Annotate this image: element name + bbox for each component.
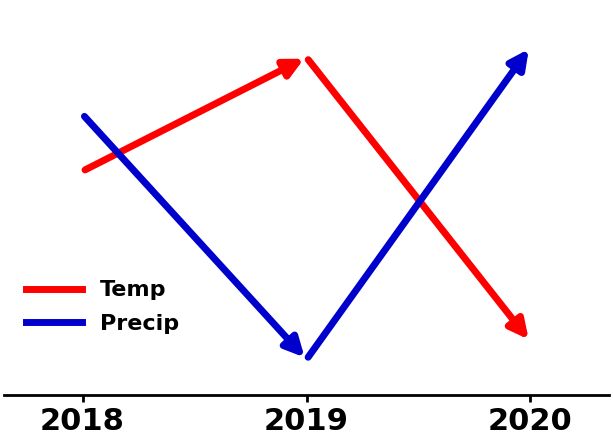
Legend: Temp, Precip: Temp, Precip <box>15 269 190 345</box>
